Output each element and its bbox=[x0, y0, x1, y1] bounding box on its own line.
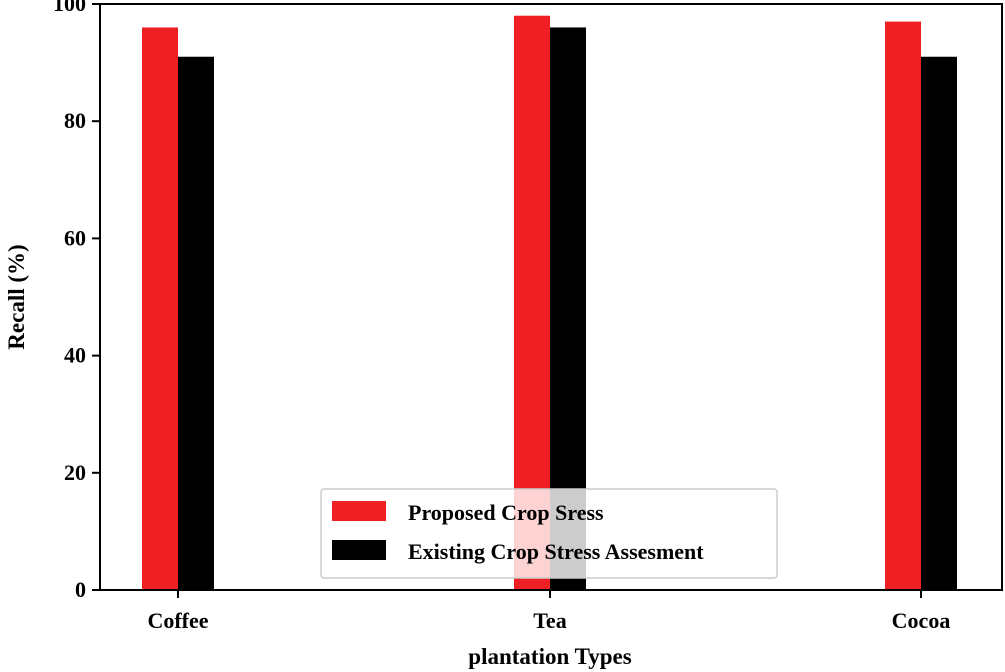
y-tick-label: 100 bbox=[53, 0, 86, 16]
y-tick-label: 40 bbox=[64, 343, 86, 368]
y-tick-label: 60 bbox=[64, 225, 86, 250]
x-axis-label: plantation Types bbox=[468, 644, 631, 669]
legend-label-proposed: Proposed Crop Sress bbox=[408, 500, 604, 525]
bar-existing bbox=[178, 56, 214, 591]
plot-frame bbox=[99, 3, 1003, 591]
y-tick-label: 80 bbox=[64, 108, 86, 133]
x-tick-label: Tea bbox=[533, 608, 566, 633]
legend-swatch-existing bbox=[332, 540, 386, 560]
y-tick-label: 0 bbox=[75, 577, 86, 602]
x-axis-ticks: Coffee Tea Cocoa bbox=[147, 590, 950, 633]
y-axis-label: Recall (%) bbox=[4, 244, 29, 349]
bar-existing bbox=[921, 56, 957, 591]
y-tick-label: 20 bbox=[64, 460, 86, 485]
legend-swatch-proposed bbox=[332, 501, 386, 521]
bars bbox=[142, 15, 957, 591]
legend-box bbox=[320, 488, 778, 579]
x-tick-label: Coffee bbox=[147, 608, 208, 633]
legend-label-existing: Existing Crop Stress Assesment bbox=[408, 539, 704, 564]
y-axis-ticks: 0 20 40 60 80 100 bbox=[53, 0, 100, 602]
legend: Proposed Crop Sress Existing Crop Stress… bbox=[320, 488, 778, 579]
bar-proposed bbox=[885, 21, 921, 590]
bar-proposed bbox=[142, 27, 178, 590]
x-tick-label: Cocoa bbox=[892, 608, 951, 633]
